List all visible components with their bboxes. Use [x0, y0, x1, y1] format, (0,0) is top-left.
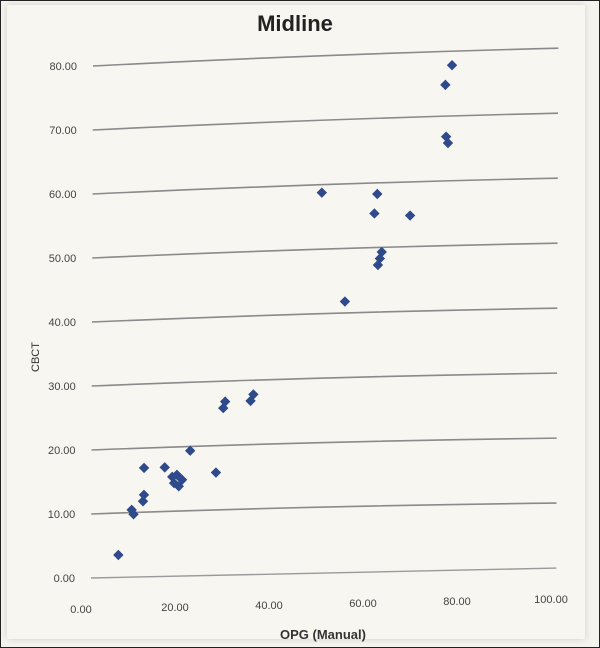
data-point [171, 469, 183, 480]
data-point [248, 389, 259, 400]
y-tick-labels: 0.00 10.00 20.00 30.00 40.00 50.00 60.00 70.00 8… [48, 61, 77, 585]
data-point [113, 549, 124, 561]
data-point [442, 137, 454, 149]
y-tick-label: 70.00 [49, 125, 77, 137]
data-point [404, 210, 416, 221]
gridline [92, 112, 559, 131]
gridline [91, 502, 557, 515]
data-point [184, 445, 196, 456]
chart-title: Midline [257, 11, 333, 36]
data-point [219, 396, 231, 407]
data-point [159, 462, 170, 473]
x-tick-label: 0.00 [70, 604, 91, 616]
data-point [137, 496, 149, 507]
x-tick-label: 60.00 [349, 598, 377, 610]
data-point [128, 509, 139, 520]
data-point [372, 188, 383, 200]
data-points [113, 60, 458, 561]
x-axis-label: OPG (Manual) [280, 627, 366, 642]
y-tick-label: 30.00 [48, 381, 76, 393]
gridlines [90, 47, 559, 579]
gridline [92, 177, 558, 195]
x-axis-line [90, 567, 557, 579]
data-point [376, 246, 387, 258]
data-point [176, 474, 188, 485]
x-tick-labels: 0.00 20.00 40.00 60.00 80.00 100.00 [70, 594, 568, 616]
data-point [369, 208, 380, 219]
gridline [91, 307, 558, 323]
data-point [440, 79, 451, 91]
data-point [210, 467, 222, 478]
x-tick-label: 100.00 [534, 594, 568, 606]
x-tick-label: 40.00 [255, 600, 283, 612]
data-point [446, 60, 458, 71]
data-point [138, 489, 150, 501]
x-tick-label: 20.00 [161, 602, 189, 614]
data-point [339, 296, 351, 307]
y-tick-label: 20.00 [48, 445, 76, 457]
data-point [440, 131, 452, 142]
gridline [91, 437, 557, 451]
y-axis-label: CBCT [30, 342, 42, 372]
data-point [316, 187, 328, 198]
y-tick-label: 0.00 [54, 573, 75, 585]
y-tick-label: 10.00 [48, 509, 76, 521]
gridline [92, 47, 559, 67]
x-tick-label: 80.00 [443, 596, 471, 608]
data-point [138, 462, 150, 474]
gridline [92, 242, 558, 259]
y-tick-label: 40.00 [48, 317, 76, 329]
y-tick-label: 80.00 [49, 61, 77, 73]
y-tick-label: 60.00 [49, 189, 77, 201]
y-tick-label: 50.00 [49, 253, 77, 265]
data-point [245, 395, 256, 407]
gridline [91, 372, 558, 387]
